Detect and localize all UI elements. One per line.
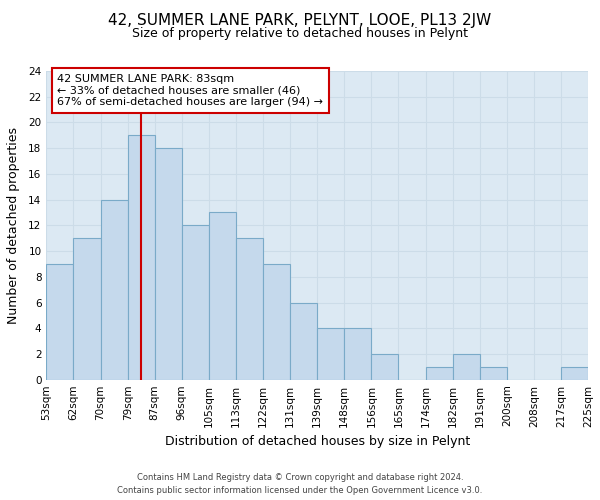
Text: 42 SUMMER LANE PARK: 83sqm
← 33% of detached houses are smaller (46)
67% of semi: 42 SUMMER LANE PARK: 83sqm ← 33% of deta… [57, 74, 323, 107]
Bar [371, 354, 398, 380]
Bar [46, 264, 73, 380]
Y-axis label: Number of detached properties: Number of detached properties [7, 127, 20, 324]
Bar [344, 328, 371, 380]
Bar [561, 367, 588, 380]
Bar [452, 354, 480, 380]
Bar [317, 328, 344, 380]
Bar [236, 238, 263, 380]
Bar [101, 200, 128, 380]
Bar [263, 264, 290, 380]
Bar [155, 148, 182, 380]
X-axis label: Distribution of detached houses by size in Pelynt: Distribution of detached houses by size … [164, 435, 470, 448]
Text: Size of property relative to detached houses in Pelynt: Size of property relative to detached ho… [132, 28, 468, 40]
Bar [128, 136, 155, 380]
Bar [290, 302, 317, 380]
Text: Contains HM Land Registry data © Crown copyright and database right 2024.: Contains HM Land Registry data © Crown c… [137, 472, 463, 482]
Bar [182, 226, 209, 380]
Text: Contains public sector information licensed under the Open Government Licence v3: Contains public sector information licen… [118, 486, 482, 495]
Bar [209, 212, 236, 380]
Text: 42, SUMMER LANE PARK, PELYNT, LOOE, PL13 2JW: 42, SUMMER LANE PARK, PELYNT, LOOE, PL13… [109, 12, 491, 28]
Bar [425, 367, 452, 380]
Bar [73, 238, 101, 380]
Bar [480, 367, 507, 380]
